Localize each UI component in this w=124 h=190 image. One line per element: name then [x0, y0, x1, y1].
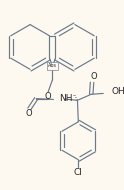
Text: O: O — [90, 72, 97, 81]
Text: OH: OH — [111, 87, 124, 96]
Text: NH: NH — [59, 94, 72, 103]
Text: O: O — [25, 109, 32, 118]
Text: Cl: Cl — [74, 168, 83, 177]
Text: Abs: Abs — [48, 63, 57, 68]
Text: O: O — [44, 92, 51, 101]
